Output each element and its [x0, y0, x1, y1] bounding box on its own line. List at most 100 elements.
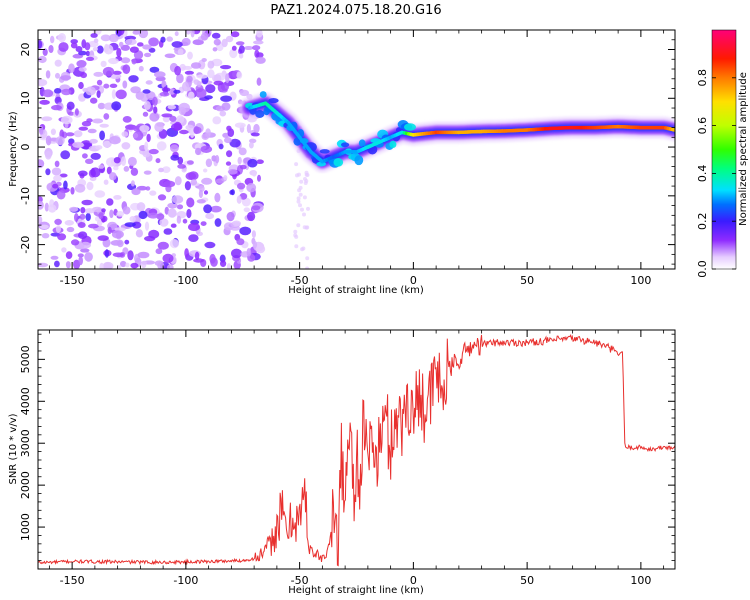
- noise-blob: [68, 63, 75, 73]
- noise-blob: [121, 131, 129, 137]
- noise-blob: [109, 172, 117, 181]
- noise-blob: [207, 60, 215, 69]
- noise-blob: [64, 220, 75, 226]
- spectrogram-frame: [37, 29, 676, 270]
- noise-blob: [200, 145, 213, 153]
- noise-blob: [45, 151, 52, 160]
- noise-blob: [243, 207, 250, 213]
- noise-blob: [293, 233, 298, 238]
- noise-blob: [80, 248, 90, 253]
- noise-blob: [38, 40, 43, 49]
- noise-blob: [188, 222, 200, 232]
- y-tick-label: 10: [19, 91, 32, 105]
- noise-blob: [203, 204, 213, 214]
- noise-blob: [85, 50, 91, 57]
- noise-blob: [120, 260, 127, 268]
- noise-blob: [204, 241, 216, 249]
- noise-blob: [239, 226, 252, 236]
- spectrogram-y-ticks: -20 -10 0 10 20: [19, 29, 675, 265]
- noise-blob: [48, 204, 57, 213]
- noise-blob: [98, 212, 104, 220]
- noise-blob: [223, 222, 234, 231]
- noise-blob: [122, 116, 132, 123]
- noise-blob: [148, 148, 159, 155]
- x-tick-label: -50: [291, 574, 309, 587]
- noise-blob: [186, 75, 193, 83]
- noise-blob: [305, 266, 310, 269]
- noise-blob: [305, 256, 310, 261]
- noise-blob: [213, 38, 221, 46]
- noise-blob: [157, 194, 167, 201]
- noise-blob: [120, 44, 130, 51]
- noise-blob: [167, 264, 174, 269]
- noise-blob: [97, 235, 109, 241]
- noise-blob: [171, 195, 184, 204]
- noise-blob: [255, 52, 264, 58]
- noise-blob: [45, 135, 52, 146]
- noise-blob: [84, 252, 93, 262]
- noise-blob: [107, 226, 112, 235]
- noise-blob: [136, 202, 146, 212]
- noise-blob: [155, 248, 163, 255]
- noise-blob: [176, 204, 184, 210]
- noise-blob: [229, 48, 238, 59]
- noise-blob: [306, 206, 310, 211]
- noise-blob: [51, 167, 62, 176]
- noise-blob: [160, 36, 166, 43]
- noise-blob: [65, 261, 71, 269]
- noise-blob: [109, 83, 118, 89]
- noise-blob: [163, 228, 173, 235]
- noise-blob: [207, 69, 215, 79]
- noise-blob: [236, 195, 242, 204]
- colorbar-ticks: 0.0 0.2 0.4 0.6 0.8: [696, 69, 736, 278]
- noise-blob: [102, 140, 112, 148]
- noise-blob: [84, 208, 95, 214]
- y-tick-label: 2000: [19, 471, 32, 499]
- ridge-blob: [319, 149, 330, 154]
- noise-blob: [252, 240, 258, 249]
- noise-blob: [294, 162, 299, 167]
- noise-blob: [132, 132, 139, 139]
- noise-blob: [210, 205, 222, 213]
- noise-blob: [78, 66, 87, 72]
- noise-blob: [237, 182, 246, 190]
- noise-blob: [173, 89, 181, 94]
- noise-blob: [90, 152, 101, 160]
- noise-blob: [130, 262, 139, 269]
- noise-blob: [176, 115, 185, 124]
- noise-blob: [177, 48, 184, 56]
- noise-blob: [41, 233, 50, 239]
- noise-blob: [213, 80, 224, 86]
- spectrogram-x-label: Height of straight line (km): [288, 285, 424, 296]
- y-tick-label: -10: [19, 187, 32, 205]
- noise-blob: [70, 42, 78, 49]
- noise-blob: [238, 53, 244, 59]
- noise-blob: [149, 112, 160, 122]
- noise-blob: [243, 46, 254, 50]
- spectrogram-x-ticks: -150 -100 -50 0 50 100: [48, 30, 665, 287]
- noise-blob: [73, 130, 83, 138]
- noise-blob: [52, 183, 59, 189]
- noise-blob: [186, 208, 192, 219]
- noise-blob: [84, 42, 91, 51]
- noise-blob: [54, 160, 60, 167]
- noise-blob: [171, 41, 183, 48]
- noise-blob: [78, 81, 84, 90]
- noise-blob: [188, 91, 195, 100]
- noise-blob: [63, 180, 68, 190]
- noise-blob: [41, 116, 53, 122]
- noise-blob: [69, 206, 79, 212]
- noise-blob: [251, 205, 261, 211]
- noise-blob: [130, 167, 139, 176]
- noise-blob: [123, 166, 130, 172]
- noise-blob: [188, 171, 199, 181]
- noise-blob: [220, 95, 233, 102]
- noise-blob: [159, 218, 169, 227]
- noise-blob: [238, 147, 247, 156]
- noise-blob: [302, 195, 307, 200]
- noise-blob: [230, 31, 240, 38]
- noise-blob: [109, 209, 114, 219]
- x-tick-label: -150: [60, 574, 85, 587]
- noise-blob: [116, 47, 122, 58]
